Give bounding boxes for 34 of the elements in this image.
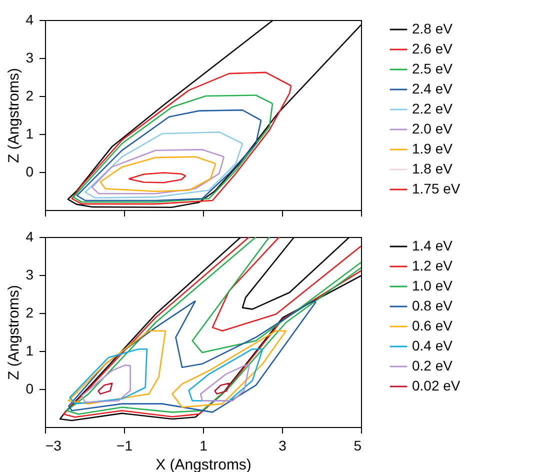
y-tick-label: 0 [26, 164, 34, 180]
x-tick-label: 1 [200, 438, 208, 454]
legend-label: 2.6 eV [412, 40, 454, 56]
x-tick-label: −3 [46, 438, 62, 454]
y-tick-label: 1 [26, 126, 34, 142]
legend-label: 0.6 eV [412, 318, 454, 334]
legend-label: 0.8 eV [412, 298, 454, 314]
y-tick-label: 4 [26, 12, 34, 28]
legend-label: 0.02 eV [412, 378, 461, 394]
x-tick-label: 3 [278, 438, 287, 454]
legend-label: 2.8 eV [412, 20, 454, 36]
y-tick-label: 2 [26, 304, 34, 320]
y-axis-title: Z (Angstroms) [6, 68, 23, 164]
legend-label: 0.2 eV [412, 358, 454, 374]
x-tick-label: −1 [116, 438, 133, 454]
y-tick-label: 1 [26, 342, 34, 358]
legend-label: 2.5 eV [412, 60, 454, 76]
legend-label: 1.9 eV [412, 140, 454, 156]
text: 1.2 eV [412, 258, 454, 274]
text: 1.0 eV [412, 278, 454, 294]
legend-label: 2.2 eV [412, 100, 454, 116]
y-tick-label: 4 [26, 228, 34, 244]
y-tick-label: 2 [26, 88, 34, 104]
y-tick-label: 3 [26, 266, 34, 282]
legend-label: 0.4 eV [412, 338, 454, 354]
legend-label: 1.8 eV [412, 160, 454, 176]
y-tick-label: 3 [26, 50, 34, 66]
legend-label: 2.4 eV [412, 80, 454, 96]
y-tick-label: 0 [26, 380, 34, 396]
text: 1.4 eV [412, 238, 454, 254]
y-axis-title: Z (Angstroms) [6, 284, 23, 380]
legend-label: 1.75 eV [412, 180, 461, 196]
x-tick-label: 5 [354, 438, 362, 454]
legend-label: 2.0 eV [412, 120, 454, 136]
